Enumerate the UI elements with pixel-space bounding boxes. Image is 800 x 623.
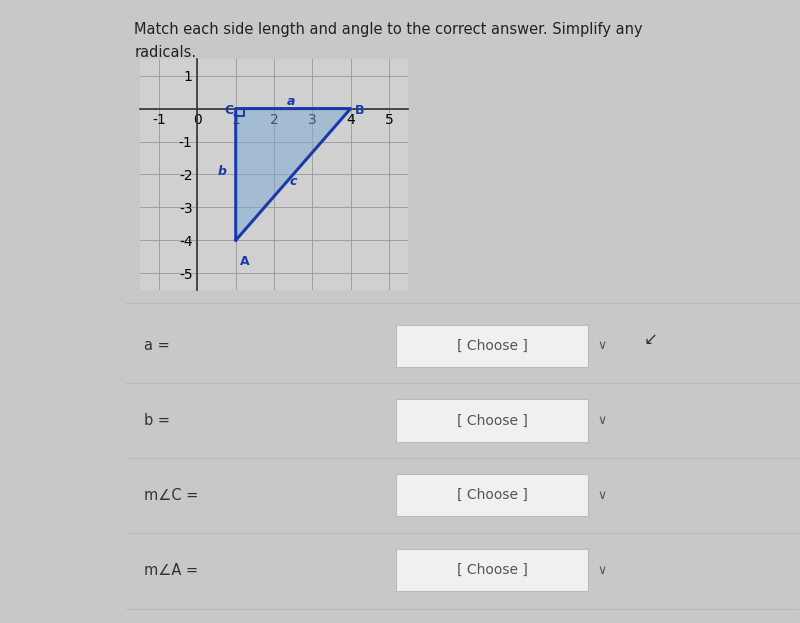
Text: a: a <box>287 95 295 108</box>
Text: Match each side length and angle to the correct answer. Simplify any: Match each side length and angle to the … <box>134 22 643 37</box>
Text: m∠A =: m∠A = <box>144 563 198 578</box>
Polygon shape <box>236 108 350 240</box>
Text: [ Choose ]: [ Choose ] <box>457 414 527 427</box>
Text: ∨: ∨ <box>598 414 606 427</box>
Text: b: b <box>218 164 227 178</box>
Text: b =: b = <box>144 413 170 428</box>
Text: c: c <box>290 174 297 188</box>
Text: [ Choose ]: [ Choose ] <box>457 488 527 502</box>
Text: ∨: ∨ <box>598 340 606 352</box>
Text: [ Choose ]: [ Choose ] <box>457 563 527 577</box>
Text: ↗: ↗ <box>640 329 654 346</box>
Text: ∨: ∨ <box>598 489 606 502</box>
Text: C: C <box>224 103 234 117</box>
Text: [ Choose ]: [ Choose ] <box>457 339 527 353</box>
Text: m∠C =: m∠C = <box>144 488 198 503</box>
Text: B: B <box>354 103 364 117</box>
Text: a =: a = <box>144 338 170 353</box>
Text: A: A <box>240 255 250 268</box>
Text: radicals.: radicals. <box>134 45 197 60</box>
Text: ∨: ∨ <box>598 564 606 576</box>
